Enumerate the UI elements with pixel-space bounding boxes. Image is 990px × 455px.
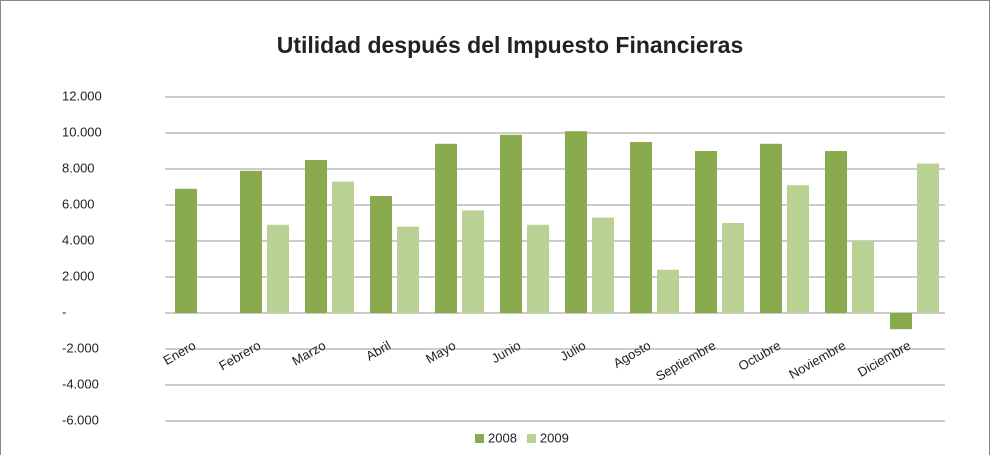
bar [370, 196, 392, 313]
bar [462, 210, 484, 313]
bar [825, 151, 847, 313]
y-tick-label: -2.000 [62, 340, 99, 355]
bar [240, 170, 262, 313]
y-tick-label: -4.000 [62, 376, 99, 391]
y-tick-label: 4.000 [62, 232, 95, 247]
legend-swatch [526, 434, 536, 443]
y-tick-label: 6.000 [62, 196, 95, 211]
bar [527, 224, 549, 313]
y-tick-label: 8.000 [62, 160, 95, 175]
y-tick-label: - [62, 304, 66, 319]
bar [657, 269, 679, 313]
y-tick-label: -6.000 [62, 412, 99, 427]
bar [917, 163, 939, 313]
bar [332, 181, 354, 313]
bar [175, 188, 197, 313]
chart-title: Utilidad después del Impuesto Financiera… [277, 32, 744, 58]
bar [787, 185, 809, 313]
bar [695, 151, 717, 313]
bar [852, 241, 874, 313]
legend-label: 2009 [540, 430, 569, 445]
y-tick-label: 12.000 [62, 88, 102, 103]
legend-swatch [475, 434, 484, 443]
bar [435, 143, 457, 313]
bar [760, 143, 782, 313]
y-tick-label: 10.000 [62, 124, 102, 139]
bar [890, 313, 912, 330]
y-tick-label: 2.000 [62, 268, 95, 283]
bar [267, 224, 289, 313]
legend-label: 2008 [488, 430, 517, 445]
bar [397, 226, 419, 313]
bar [565, 131, 587, 313]
bar [500, 134, 522, 313]
bar [592, 217, 614, 313]
bar [722, 223, 744, 313]
bar [630, 142, 652, 313]
bar [305, 160, 327, 313]
